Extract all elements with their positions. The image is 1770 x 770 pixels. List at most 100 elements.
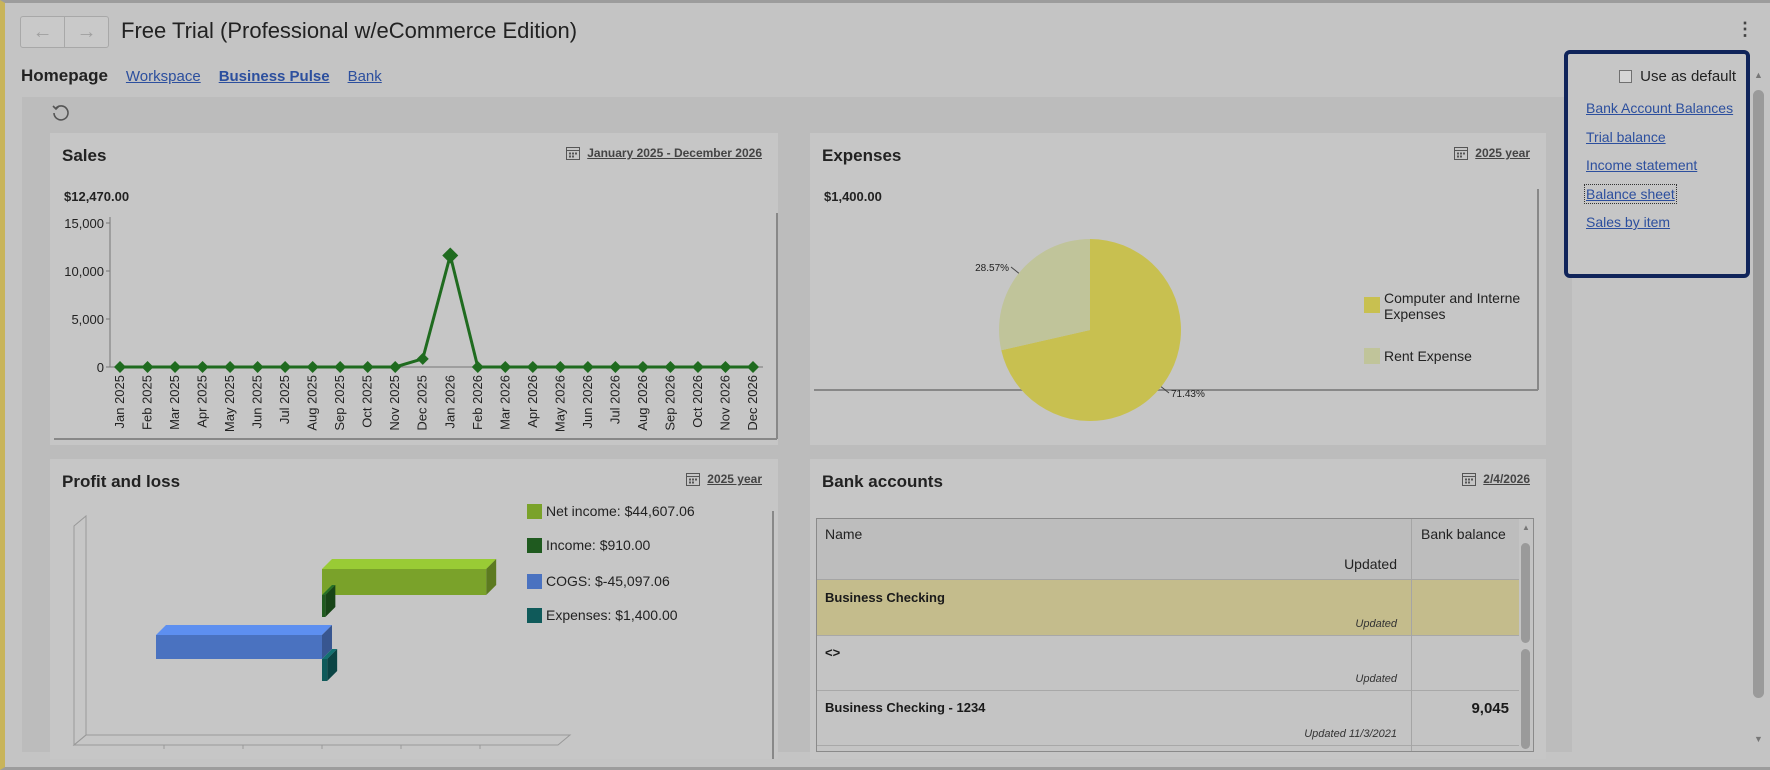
bar-side-face <box>486 559 497 595</box>
sales-total: $12,470.00 <box>64 189 130 204</box>
table-row[interactable]: Business Checking - 1234 Updated 11/3/20… <box>817 690 1519 746</box>
sales-data-point <box>636 361 649 373</box>
tab-homepage: Homepage <box>21 66 108 85</box>
legend-swatch <box>1364 297 1380 313</box>
page-scroll-thumb[interactable] <box>1753 90 1764 698</box>
table-scrollbar[interactable]: ▲ <box>1519 519 1533 751</box>
axis-back-wall <box>73 514 87 747</box>
account-name: <> <box>825 645 841 660</box>
x-tick-label: Jun 2026 <box>580 375 595 429</box>
x-tick-label: Aug 2026 <box>635 375 650 431</box>
use-as-default-option[interactable]: Use as default <box>1619 68 1736 85</box>
sales-data-point <box>306 361 319 373</box>
x-tick-label: May 2026 <box>552 375 567 432</box>
sales-data-point <box>554 361 567 373</box>
legend-swatch <box>1364 348 1380 364</box>
sales-data-point <box>334 361 347 373</box>
legend-label: Computer and Interne <box>1384 290 1520 306</box>
x-tick-label: Oct 2025 <box>360 375 375 428</box>
y-tick-label: 5,000 <box>71 312 104 327</box>
legend-label: Rent Expense <box>1384 348 1472 364</box>
pnl-bar <box>322 569 487 595</box>
legend-swatch <box>527 538 542 553</box>
table-scroll-thumb-lower[interactable] <box>1521 649 1530 749</box>
more-menu-icon[interactable]: ⋮ <box>1736 19 1754 39</box>
pnl-bar <box>322 659 328 681</box>
legend-label: Net income: $44,607.06 <box>546 503 695 519</box>
table-row[interactable]: Business Checking Updated <box>817 580 1519 636</box>
x-tick-label: Jun 2025 <box>250 375 265 429</box>
bank-date-picker[interactable]: 2/4/2026 <box>1461 471 1530 487</box>
bar-side-face <box>322 625 332 659</box>
history-navigation: ← → <box>20 16 109 48</box>
tab-workspace[interactable]: Workspace <box>125 68 201 85</box>
link-income-statement[interactable]: Income statement <box>1586 157 1698 173</box>
x-tick-label: Mar 2026 <box>497 375 512 430</box>
tab-bank[interactable]: Bank <box>347 68 382 85</box>
expenses-panel: Expenses 2025 year $1,400.00 71.43% 28.57… <box>810 133 1546 445</box>
x-tick-label: Sep 2025 <box>332 375 347 431</box>
col-balance-header[interactable]: Bank balance <box>1421 526 1506 542</box>
calendar-icon <box>1462 473 1477 486</box>
link-trial-balance[interactable]: Trial balance <box>1586 129 1666 145</box>
refresh-icon[interactable] <box>50 102 72 124</box>
x-tick-label: Jul 2026 <box>607 375 622 424</box>
bar-top-face <box>322 585 336 595</box>
scroll-up-icon[interactable]: ▲ <box>1754 70 1763 80</box>
col-name-header[interactable]: Name <box>825 526 863 542</box>
x-tick-label: Jan 2025 <box>112 375 127 429</box>
expenses-total: $1,400.00 <box>824 189 882 204</box>
use-as-default-label: Use as default <box>1640 68 1736 85</box>
bank-date-label: 2/4/2026 <box>1483 472 1530 486</box>
pie-slice <box>999 239 1090 351</box>
sales-series-line <box>120 255 753 369</box>
x-tick-label: Mar 2025 <box>167 375 182 430</box>
expenses-period-picker[interactable]: 2025 year <box>1453 145 1530 161</box>
page-scrollbar[interactable]: ▲ ▼ <box>1751 66 1767 750</box>
pnl-bar-chart: Net income: $44,607.06 Income: $910.00 COG… <box>72 503 774 759</box>
use-as-default-checkbox[interactable] <box>1619 70 1633 83</box>
expenses-title: Expenses <box>822 146 902 165</box>
x-tick-label: Dec 2026 <box>745 375 760 431</box>
col-updated-header[interactable]: Updated <box>1344 556 1397 572</box>
legend-label: Expenses: $1,400.00 <box>546 607 678 623</box>
x-tick-label: May 2025 <box>222 375 237 432</box>
bar-side-face <box>327 649 338 681</box>
legend-label: Expenses <box>1384 306 1445 322</box>
sales-data-point <box>361 361 374 373</box>
forward-button[interactable]: → <box>64 17 108 47</box>
pie-slice <box>1001 239 1181 421</box>
page-title: Free Trial (Professional w/eCommerce Edi… <box>121 18 578 43</box>
scroll-up-icon[interactable]: ▲ <box>1522 523 1530 532</box>
sales-data-point <box>581 361 594 373</box>
back-button[interactable]: ← <box>32 20 53 43</box>
bar-top-face <box>156 625 332 635</box>
expenses-period-label: 2025 year <box>1475 146 1530 160</box>
pnl-bar <box>156 635 322 659</box>
axis-floor <box>72 734 572 746</box>
account-name: Business Checking - 1234 <box>825 700 986 715</box>
table-header: Name Bank balance <box>817 519 1519 550</box>
link-balance-sheet[interactable]: Balance sheet <box>1584 184 1677 204</box>
table-row[interactable]: <> Updated <box>817 635 1519 691</box>
sales-data-point <box>169 361 182 373</box>
pnl-title: Profit and loss <box>62 472 181 491</box>
link-bank-account-balances[interactable]: Bank Account Balances <box>1586 100 1734 116</box>
calendar-icon <box>1454 147 1469 160</box>
sales-data-point <box>114 361 126 373</box>
table-scroll-thumb[interactable] <box>1521 543 1530 643</box>
sales-data-point <box>664 361 677 373</box>
sales-data-point <box>416 352 429 365</box>
scroll-down-icon[interactable]: ▼ <box>1754 734 1763 744</box>
pnl-period-picker[interactable]: 2025 year <box>685 471 762 487</box>
reports-panel: Use as default Bank Account Balances Tri… <box>1564 50 1750 278</box>
sales-period-picker[interactable]: January 2025 - December 2026 <box>565 145 762 161</box>
link-sales-by-item[interactable]: Sales by item <box>1586 214 1671 230</box>
legend-swatch <box>527 608 542 623</box>
sales-data-point <box>609 361 622 373</box>
pnl-period-label: 2025 year <box>707 472 762 486</box>
sales-data-point <box>224 361 237 373</box>
tab-business-pulse[interactable]: Business Pulse <box>218 68 330 85</box>
sales-data-point <box>747 361 759 373</box>
y-tick-label: 0 <box>97 360 104 375</box>
